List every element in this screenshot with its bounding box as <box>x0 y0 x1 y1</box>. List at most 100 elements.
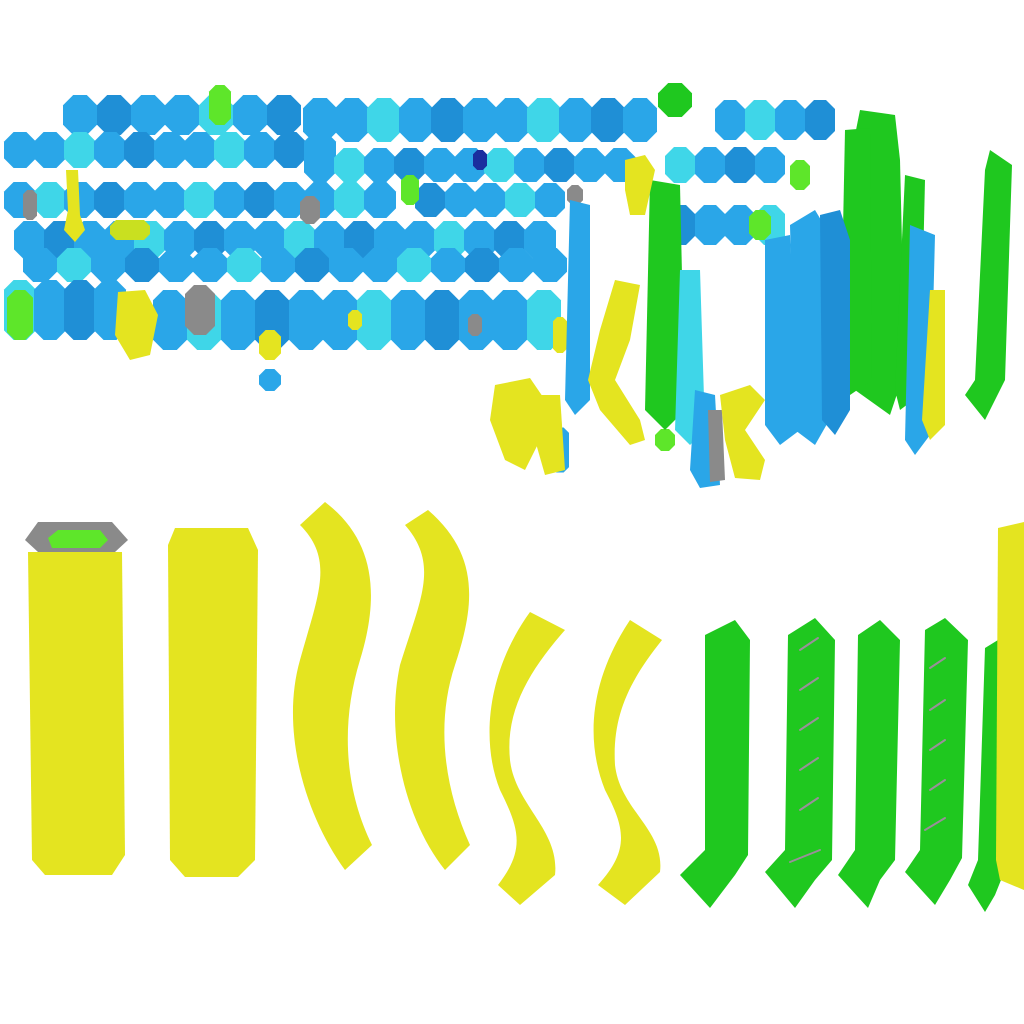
green-tapered-strip <box>680 620 750 908</box>
yellow-curve-piece <box>115 290 158 360</box>
bottom-strips-row <box>25 502 1024 912</box>
accent-tile <box>300 196 320 224</box>
blue-tile <box>63 95 97 135</box>
accent-tile <box>110 220 150 240</box>
stitch-mark <box>799 717 819 731</box>
blue-tile <box>725 147 755 183</box>
blue-tile <box>415 183 445 217</box>
blue-tile <box>184 182 216 218</box>
blue-tile <box>227 248 261 282</box>
blue-vertical-strip <box>565 200 590 415</box>
blue-tile <box>154 132 186 168</box>
blue-tile <box>493 290 527 350</box>
blue-tile <box>34 132 66 168</box>
green-vertical-strip <box>645 180 685 430</box>
blue-tile <box>329 248 363 282</box>
blue-tile <box>514 148 546 182</box>
blue-tile <box>124 132 156 168</box>
blue-tile <box>364 148 396 182</box>
accent-tile <box>473 150 487 170</box>
stitch-mark <box>929 779 946 791</box>
green-tapered-strip <box>765 618 835 908</box>
blue-tile <box>574 148 606 182</box>
blue-tile <box>4 132 36 168</box>
blue-tile <box>725 205 755 245</box>
stitch-mark <box>789 849 821 863</box>
accent-tile <box>209 85 231 125</box>
blue-tile <box>745 100 775 140</box>
green-tapered-strip <box>905 618 968 905</box>
blue-tile <box>303 98 337 142</box>
blue-tile <box>97 95 131 135</box>
blue-tile <box>289 290 323 350</box>
blue-tile <box>261 248 295 282</box>
blue-tile <box>131 95 165 135</box>
stitch-marks <box>789 637 946 863</box>
blue-tile <box>535 183 565 217</box>
blue-tile <box>484 148 516 182</box>
yellow-s-curve-strip <box>489 612 565 905</box>
blue-tile <box>304 148 336 182</box>
strip-body <box>28 552 125 875</box>
accent-tile <box>7 290 33 340</box>
blue-tile <box>334 148 366 182</box>
upper-right-strips <box>565 110 1012 488</box>
accent-tile <box>185 285 215 335</box>
stitch-mark <box>799 637 819 651</box>
blue-tile <box>431 248 465 282</box>
blue-tile <box>805 100 835 140</box>
accent-tile <box>348 310 362 330</box>
stitch-mark <box>929 739 946 751</box>
yellow-s-curve-strip <box>395 510 470 870</box>
blue-tile <box>335 98 369 142</box>
blue-tile <box>397 248 431 282</box>
accent-tile <box>658 83 692 117</box>
blue-tile <box>214 182 246 218</box>
strip-cap-green <box>48 530 108 548</box>
yellow-curve-piece <box>490 378 545 470</box>
blue-tile <box>125 248 159 282</box>
stitch-mark <box>799 677 819 691</box>
blue-tile <box>431 98 465 142</box>
blue-tile <box>527 98 561 142</box>
accent-tile <box>259 369 281 391</box>
blue-tile <box>357 290 391 350</box>
blue-vertical-strip <box>820 210 850 435</box>
stitch-mark <box>929 699 946 711</box>
blue-tile <box>391 290 425 350</box>
blue-tile <box>533 248 567 282</box>
blue-tile <box>184 132 216 168</box>
stitch-mark <box>924 817 946 831</box>
upper-yellow-pieces <box>64 155 765 480</box>
blue-tile <box>153 290 187 350</box>
stitch-mark <box>929 657 946 669</box>
blue-tile <box>465 248 499 282</box>
blue-tile <box>295 248 329 282</box>
blue-tile <box>495 98 529 142</box>
blue-tile <box>159 248 193 282</box>
blue-tile <box>267 95 301 135</box>
accent-tile <box>567 185 583 205</box>
blue-tile <box>64 132 96 168</box>
blue-tile <box>165 95 199 135</box>
blue-tile <box>623 98 657 142</box>
accent-tile <box>468 314 482 336</box>
blue-tile <box>527 290 561 350</box>
blue-tile <box>34 280 66 340</box>
blue-tile <box>499 248 533 282</box>
blue-tile <box>91 248 125 282</box>
accent-tile <box>655 429 675 451</box>
gray-vertical-strip <box>708 410 725 482</box>
blue-tile <box>695 205 725 245</box>
accent-tile <box>259 330 281 360</box>
accent-tile <box>790 160 810 190</box>
blue-tile <box>367 98 401 142</box>
blue-tile <box>715 100 745 140</box>
accent-tile <box>553 317 567 353</box>
blue-tile <box>34 182 66 218</box>
blue-tile <box>425 290 459 350</box>
blue-tile <box>323 290 357 350</box>
yellow-straight-strip <box>168 528 258 877</box>
blue-tile <box>334 182 366 218</box>
